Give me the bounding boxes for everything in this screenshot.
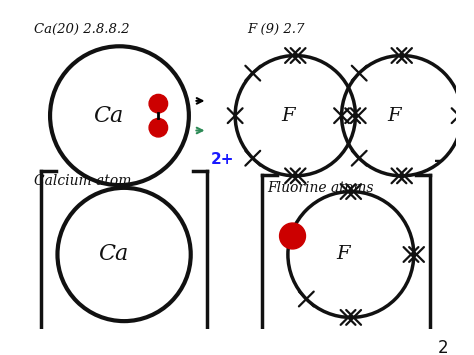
Circle shape — [149, 94, 168, 113]
Text: F: F — [388, 107, 401, 125]
Text: F (9) 2.7: F (9) 2.7 — [247, 23, 305, 36]
Text: Ca(20) 2.8.8.2: Ca(20) 2.8.8.2 — [34, 23, 130, 36]
Text: F: F — [337, 246, 350, 263]
Text: Ca: Ca — [98, 244, 128, 266]
Text: 2+: 2+ — [211, 152, 235, 166]
Text: -: - — [434, 152, 442, 170]
Text: Fluorine atoms: Fluorine atoms — [267, 181, 374, 195]
Text: Calcium atom: Calcium atom — [34, 174, 132, 188]
Text: 2: 2 — [438, 339, 448, 355]
Text: Ca: Ca — [93, 105, 124, 127]
Text: F: F — [281, 107, 295, 125]
Circle shape — [149, 119, 168, 137]
Circle shape — [280, 223, 305, 249]
